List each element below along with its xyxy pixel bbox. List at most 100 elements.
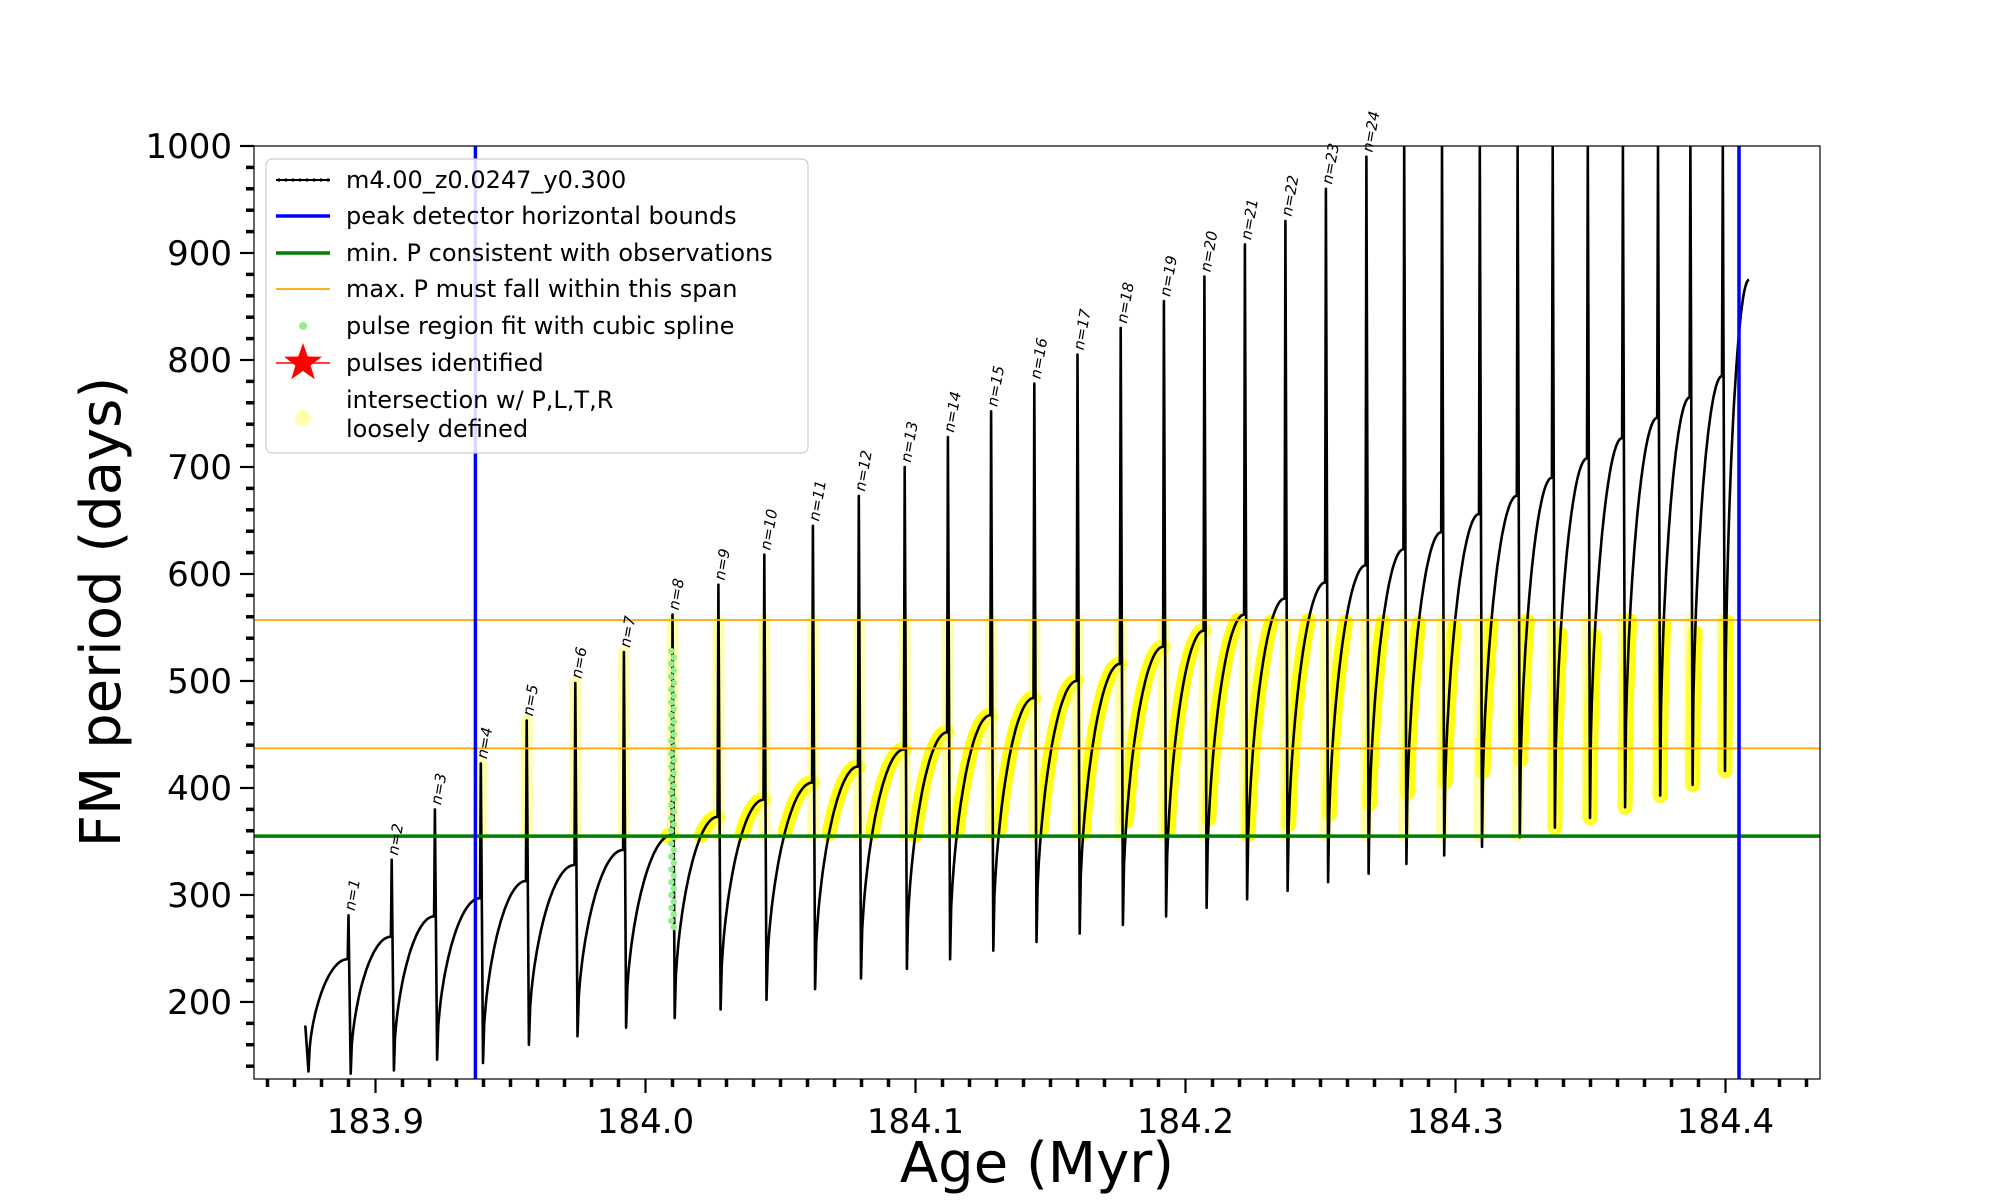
- legend-label-spline: pulse region fit with cubic spline: [346, 312, 734, 340]
- legend-label-pulses: pulses identified: [346, 349, 544, 377]
- pulse-label: n=5: [519, 683, 542, 717]
- y-tick-label: 500: [167, 662, 232, 702]
- y-tick-label: 800: [167, 341, 232, 381]
- spline-point: [670, 744, 677, 751]
- y-tick-label: 600: [167, 555, 232, 595]
- pulse-label: n=3: [427, 772, 450, 806]
- spline-point: [670, 846, 677, 854]
- y-tick-label: 700: [167, 448, 232, 488]
- pulse-label: n=14: [940, 390, 965, 434]
- pulse-label: n=2: [384, 822, 407, 856]
- y-tick-label: 300: [167, 876, 232, 916]
- spline-point: [668, 853, 675, 860]
- spline-point: [670, 923, 677, 931]
- legend-item-track: m4.00_z0.0247_y0.300: [276, 166, 626, 194]
- x-tick-label: 184.4: [1677, 1102, 1774, 1142]
- pulse-label: n=16: [1027, 337, 1052, 381]
- plot-frame: [253, 145, 1821, 1080]
- legend-item-maxp: max. P must fall within this span: [276, 275, 737, 303]
- spline-point: [668, 801, 675, 809]
- spline-point: [668, 699, 675, 706]
- spline-point: [668, 737, 675, 745]
- pulse-label: n=13: [897, 420, 922, 464]
- reference-lines: [254, 146, 1820, 1079]
- spline-point: [670, 885, 677, 892]
- legend-label-track: m4.00_z0.0247_y0.300: [346, 166, 626, 194]
- x-tick-label: 184.1: [867, 1102, 964, 1142]
- star-icon: [284, 343, 322, 380]
- spline-point: [668, 686, 675, 693]
- spline-point: [668, 866, 675, 873]
- pulse-label: n=9: [711, 547, 734, 581]
- spline-point: [670, 795, 677, 802]
- pulse-label: n=4: [473, 726, 496, 760]
- spline-point: [668, 750, 675, 757]
- legend-item-bounds: peak detector horizontal bounds: [276, 202, 737, 230]
- pulse-label: n=10: [757, 508, 782, 552]
- legend-label-bounds: peak detector horizontal bounds: [346, 202, 737, 230]
- spline-point: [670, 859, 677, 867]
- spline-point: [670, 692, 677, 700]
- spline-point: [670, 808, 677, 815]
- spline-point: [670, 667, 677, 674]
- spline-point: [668, 724, 675, 732]
- spline-point: [670, 872, 677, 879]
- plot-area: [254, 146, 1820, 1079]
- spline-point: [670, 654, 677, 661]
- period-track-line: [304, 146, 1750, 1075]
- pulse-label: n=20: [1197, 230, 1222, 274]
- axis-ticks: 183.9 184.0 184.1 184.2 184.3 184.4 200 300 400 5…: [145, 127, 1809, 1142]
- pulse-label: n=7: [616, 614, 639, 649]
- spline-point: [668, 673, 675, 680]
- y-tick-label: 1000: [145, 127, 232, 167]
- spline-point: [670, 821, 677, 828]
- spline-point: [670, 731, 677, 738]
- spline-point: [668, 789, 675, 796]
- spline-point: [668, 647, 675, 655]
- y-tick-label: 900: [167, 234, 232, 274]
- spline-point: [668, 814, 675, 822]
- pulse-label: n=18: [1113, 281, 1138, 325]
- spline-point: [670, 718, 677, 725]
- spline-point: [668, 763, 675, 770]
- legend-label-intersection-1: intersection w/ P,L,T,R: [346, 386, 613, 414]
- x-tick-label: 184.0: [597, 1102, 694, 1142]
- spline-point: [670, 898, 677, 905]
- legend-item-pulses: pulses identified: [276, 343, 544, 380]
- spline-point: [670, 705, 677, 712]
- spline-point: [668, 712, 675, 719]
- legend-label-intersection-2: loosely defined: [346, 415, 528, 443]
- spline-point: [670, 911, 677, 918]
- legend-item-spline: pulse region fit with cubic spline: [299, 312, 734, 340]
- legend-item-intersection: intersection w/ P,L,T,R loosely defined: [295, 386, 613, 443]
- intersection-markers: [474, 612, 1734, 844]
- y-tick-label: 400: [167, 769, 232, 809]
- spline-point: [668, 827, 675, 834]
- legend-item-minp: min. P consistent with observations: [276, 239, 773, 267]
- spline-point: [668, 840, 675, 847]
- y-tick-label: 200: [167, 983, 232, 1023]
- legend-box: [265, 158, 809, 454]
- spline-point: [670, 769, 677, 777]
- pulse-label: n=24: [1359, 110, 1384, 154]
- pulse-label: n=11: [805, 479, 830, 523]
- pulse-label: n=15: [983, 364, 1008, 408]
- x-tick-label: 183.9: [327, 1102, 424, 1142]
- spline-point: [668, 660, 675, 668]
- x-axis-label: Age (Myr): [900, 1131, 1174, 1196]
- spline-point: [668, 878, 675, 886]
- legend-label-minp: min. P consistent with observations: [346, 239, 773, 267]
- x-tick-label: 184.3: [1407, 1102, 1504, 1142]
- legend-label-maxp: max. P must fall within this span: [346, 275, 737, 303]
- spline-point: [668, 917, 675, 924]
- pulse-label: n=22: [1278, 174, 1303, 218]
- intersection-band: [660, 612, 1734, 844]
- spline-region: [668, 647, 677, 931]
- spline-point: [670, 679, 677, 687]
- pulse-label: n=17: [1070, 307, 1095, 351]
- spline-point: [670, 756, 677, 764]
- pulse-label: n=8: [665, 577, 688, 611]
- pulse-label: n=12: [851, 449, 876, 493]
